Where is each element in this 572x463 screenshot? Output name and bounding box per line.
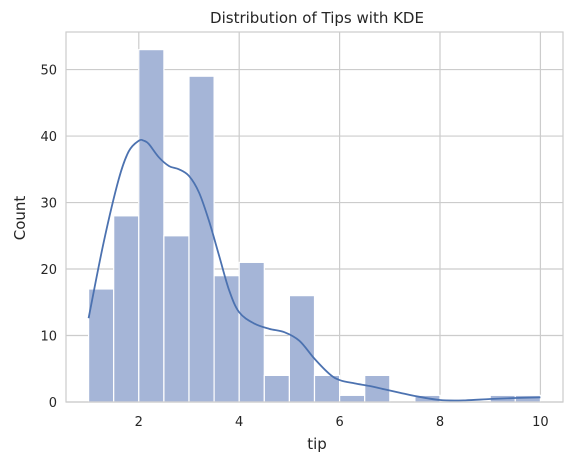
y-tick-label: 20 [40,263,57,278]
y-tick-label: 0 [49,396,57,411]
bars-layer [87,49,542,403]
histogram-bar [238,261,265,403]
x-tick-label: 4 [235,415,243,430]
histogram-bar [138,49,165,403]
histogram-bar [163,235,190,403]
plot-frame [65,31,564,403]
x-tick-label: 6 [335,415,343,430]
x-tick-label: 10 [532,415,549,430]
x-tick-label: 2 [135,415,143,430]
ticks-layer: 2 4 6 8 10 0 10 20 30 40 50 [40,64,548,430]
histogram-bar [313,374,341,403]
y-tick-label: 50 [40,64,57,79]
y-tick-label: 30 [40,197,57,212]
y-tick-label: 10 [40,330,57,345]
x-axis-label: tip [307,435,327,453]
histogram-bar [113,215,140,403]
histogram-bar [188,75,215,403]
histogram-bar [288,295,316,403]
histogram-bar [87,288,115,403]
y-tick-label: 40 [40,130,57,145]
chart-title: Distribution of Tips with KDE [210,9,424,27]
y-axis-label: Count [11,196,29,241]
kde-curve [87,138,541,402]
histogram-bar [339,394,366,403]
histogram-bar [213,275,240,403]
histogram-bar [364,374,391,403]
x-tick-label: 8 [436,415,444,430]
histogram-bar [263,374,290,403]
